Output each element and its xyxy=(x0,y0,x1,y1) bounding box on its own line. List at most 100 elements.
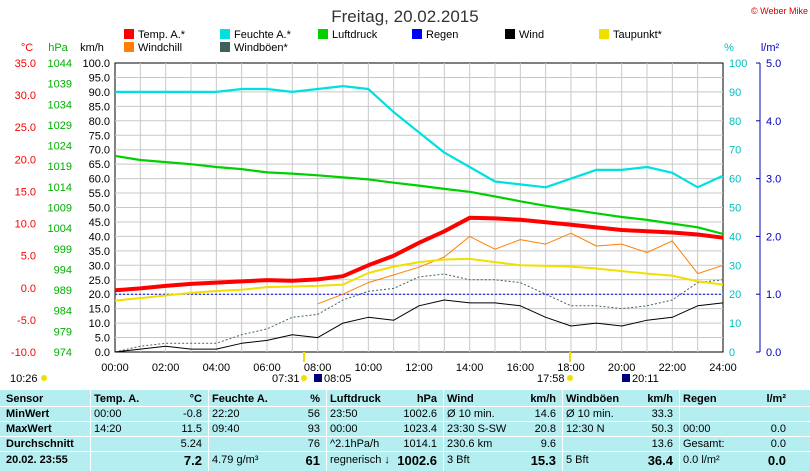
time-tick-label: 00:00 xyxy=(101,362,129,374)
series-line-taupunkt xyxy=(114,257,724,302)
cell-note: 0.0 l/m² xyxy=(683,454,720,466)
cell-value: 0.0 xyxy=(770,438,786,450)
cell-value: 76 xyxy=(307,438,320,450)
sunset-icon xyxy=(567,375,573,381)
cell-note: 09:40 xyxy=(212,423,240,435)
cell-value: -0.8 xyxy=(183,408,202,420)
moon-event-time: 20:11 xyxy=(632,373,659,385)
cell-note: Ø 10 min. xyxy=(566,408,614,420)
wind-tick-label: 65.0 xyxy=(89,159,110,171)
pressure-tick-label: 999 xyxy=(54,244,72,256)
cell-value: 13.6 xyxy=(651,438,673,450)
column-header: Luftdruck xyxy=(330,393,381,405)
wind-tick-label: 10.0 xyxy=(89,318,110,330)
wind-tick-label: 40.0 xyxy=(89,231,110,243)
legend-label: Temp. A.* xyxy=(138,29,186,41)
table-column: Regen l/m² 00:00 0.0 Gesamt: 0.0 0.0 l/m² 0.0 xyxy=(683,390,790,471)
cell-note: 5 Bft xyxy=(566,454,589,466)
legend-swatch xyxy=(412,29,422,39)
rain-tick-label: 5.0 xyxy=(766,58,781,70)
weather-chart: Freitag, 20.02.2015 © Weber Mike Temp. A.*… xyxy=(10,6,808,385)
rain-tick-label: 0.0 xyxy=(766,347,781,359)
series-line-windb-en xyxy=(114,273,724,353)
pressure-tick-label: 1034 xyxy=(48,99,72,111)
temp-tick-label: -5.0 xyxy=(17,315,36,327)
humidity-tick-label: 40 xyxy=(729,231,741,243)
table-column: Temp. A. °C 00:00 -0.8 14:20 11.5 5.24 7.2 xyxy=(94,390,206,471)
pressure-tick-label: 1044 xyxy=(48,58,72,70)
cell-value: 61 xyxy=(305,453,320,468)
wind-tick-label: 5.0 xyxy=(95,333,110,345)
cell-note: 230.6 km xyxy=(447,438,493,450)
row-separator xyxy=(0,421,810,422)
humidity-tick-label: 70 xyxy=(729,145,741,157)
cell-value: 20.8 xyxy=(534,423,556,435)
sun-icon xyxy=(301,375,307,381)
humidity-tick-label: 50 xyxy=(729,203,741,215)
wind-tick-label: 85.0 xyxy=(89,101,110,113)
legend-label: Taupunkt* xyxy=(613,29,663,41)
credit-text: © Weber Mike xyxy=(751,6,808,16)
pressure-tick-label: 1039 xyxy=(48,79,72,91)
humidity-tick-label: 80 xyxy=(729,116,741,128)
sunset-time: 17:58 xyxy=(537,373,565,385)
column-unit: km/h xyxy=(647,393,673,405)
wind-tick-label: 0.0 xyxy=(95,347,110,359)
wind-tick-label: 90.0 xyxy=(89,87,110,99)
pressure-tick-label: 984 xyxy=(54,306,72,318)
moon-icon xyxy=(41,375,47,381)
moonset-time: 08:05 xyxy=(324,373,352,385)
cell-value: 1014.1 xyxy=(403,438,437,450)
cell-value: 1002.6 xyxy=(403,408,437,420)
cell-note: regnerisch ↓ xyxy=(330,454,390,466)
pressure-tick-label: 1014 xyxy=(48,182,72,194)
table-column: Sensor MinWert MaxWert Durchschnitt 20.02. 2… xyxy=(6,390,90,471)
legend-label: Wind xyxy=(519,29,544,41)
wind-tick-label: 50.0 xyxy=(89,203,110,215)
table-column: Feuchte A.% 22:20 56 09:40 93 76 4.79 g/m³ 61 xyxy=(212,390,324,471)
pressure-tick-label: 989 xyxy=(54,285,72,297)
pressure-axis-unit: hPa xyxy=(48,42,68,54)
wind-tick-label: 30.0 xyxy=(89,260,110,272)
legend-swatch xyxy=(505,29,515,39)
row-separator xyxy=(0,436,810,437)
rain-tick-label: 2.0 xyxy=(766,231,781,243)
time-tick-label: 02:00 xyxy=(152,362,180,374)
pressure-tick-label: 1009 xyxy=(48,203,72,215)
column-unit: °C xyxy=(189,393,202,405)
cell-value: 7.2 xyxy=(183,453,202,468)
column-header: Windböen xyxy=(566,393,620,405)
cell-note: 23:30 S-SW xyxy=(447,423,507,435)
legend-swatch xyxy=(220,42,230,52)
row-separator xyxy=(0,406,810,407)
table-column: Wind km/h Ø 10 min. 14.6 23:30 S-SW 20.8 230.6… xyxy=(447,390,560,471)
wind-tick-label: 75.0 xyxy=(89,130,110,142)
summary-table: Sensor MinWert MaxWert Durchschnitt 20.02. 2… xyxy=(0,390,810,471)
pressure-tick-label: 974 xyxy=(54,347,72,359)
time-tick-label: 12:00 xyxy=(405,362,433,374)
column-header: Temp. A. xyxy=(94,393,140,405)
column-header: Feuchte A. xyxy=(212,393,268,405)
cell-value: 15.3 xyxy=(530,453,556,468)
pressure-tick-label: 1019 xyxy=(48,161,72,173)
time-tick-label: 08:00 xyxy=(304,362,332,374)
cell-note: 14:20 xyxy=(94,423,122,435)
column-separator xyxy=(208,390,209,471)
wind-tick-label: 100.0 xyxy=(82,58,110,70)
legend-label: Windchill xyxy=(138,42,182,54)
wind-tick-label: 70.0 xyxy=(89,145,110,157)
legend-label: Regen xyxy=(426,29,458,41)
legend-label: Feuchte A.* xyxy=(234,29,292,41)
cell-note: 00:00 xyxy=(94,408,122,420)
wind-tick-label: 15.0 xyxy=(89,304,110,316)
legend-swatch xyxy=(124,42,134,52)
column-separator xyxy=(326,390,327,471)
time-tick-label: 24:00 xyxy=(709,362,737,374)
series-line-temp-a xyxy=(114,215,724,293)
column-unit: km/h xyxy=(530,393,556,405)
time-tick-label: 20:00 xyxy=(608,362,636,374)
row-label: MinWert xyxy=(6,408,50,420)
time-tick-label: 10:00 xyxy=(355,362,383,374)
cell-value: 1023.4 xyxy=(403,423,437,435)
legend-swatch xyxy=(599,29,609,39)
